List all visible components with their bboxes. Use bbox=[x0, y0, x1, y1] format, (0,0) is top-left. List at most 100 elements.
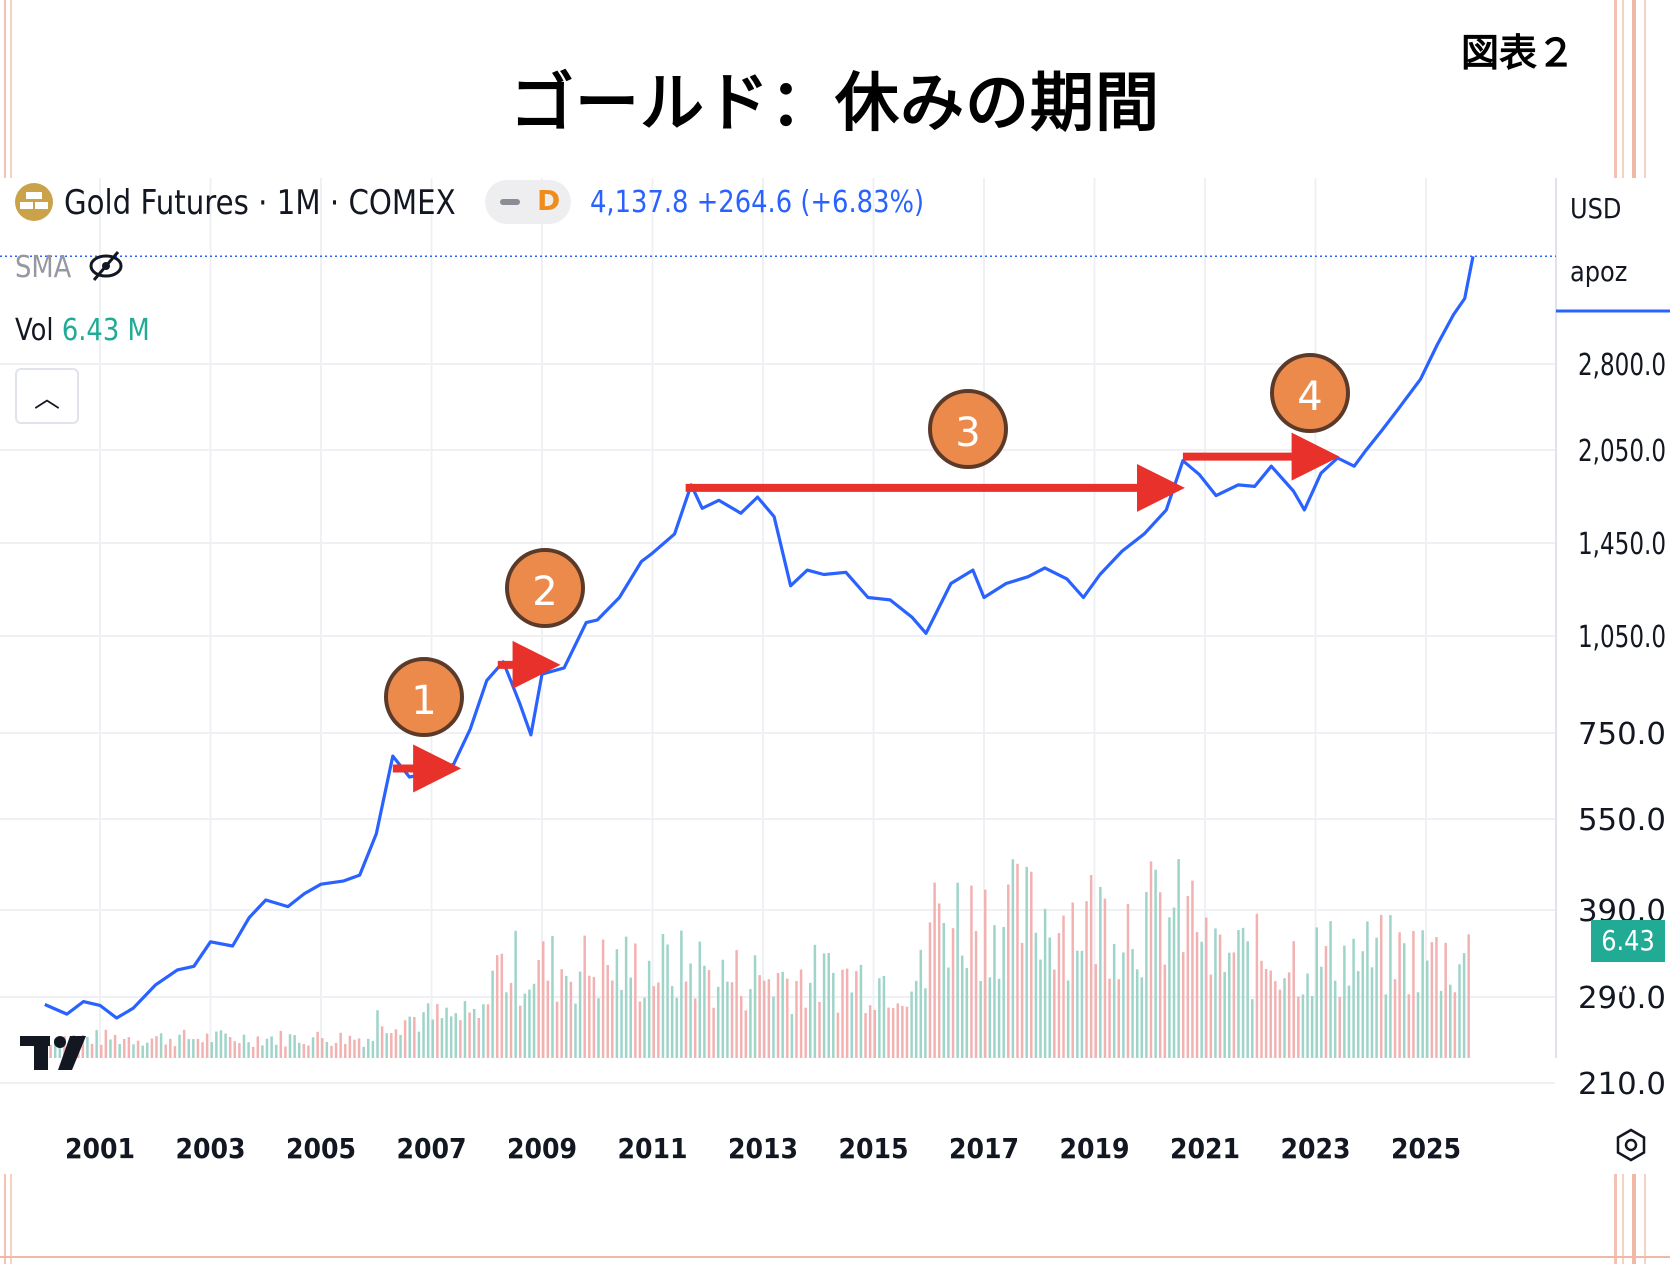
volume-bar bbox=[551, 936, 554, 1058]
volume-bar bbox=[293, 1035, 296, 1058]
volume-bar bbox=[307, 1045, 310, 1058]
market-status-pill[interactable] bbox=[485, 180, 571, 224]
volume-bar bbox=[611, 980, 614, 1058]
volume-bar bbox=[836, 1012, 840, 1058]
volume-bar bbox=[228, 1037, 232, 1058]
volume-bar bbox=[53, 1039, 57, 1058]
volume-bar bbox=[592, 976, 596, 1058]
volume-bar bbox=[845, 968, 849, 1058]
volume-bar bbox=[150, 1038, 154, 1058]
collapse-legend-button[interactable]: ︿ bbox=[15, 368, 79, 424]
volume-bar bbox=[1195, 932, 1199, 1058]
volume-bar bbox=[634, 943, 637, 1058]
volume-bar bbox=[1356, 971, 1360, 1058]
volume-bar bbox=[850, 992, 853, 1058]
volume-bar bbox=[1338, 997, 1342, 1058]
volume-bar bbox=[947, 967, 950, 1058]
volume-bar bbox=[974, 930, 978, 1058]
x-tick-label: 2003 bbox=[175, 1132, 245, 1165]
volume-bar bbox=[597, 998, 600, 1058]
volume-bar bbox=[449, 1016, 453, 1058]
volume-bar bbox=[776, 973, 780, 1058]
price-chart[interactable]: 210.0290.0390.0550.0750.01,050.01,450.02… bbox=[0, 178, 1670, 1174]
volume-bar bbox=[574, 1003, 577, 1058]
volume-bar bbox=[1444, 942, 1447, 1058]
volume-bar bbox=[1366, 921, 1369, 1058]
slide-title: ゴールド：休みの期間 bbox=[510, 67, 1160, 141]
volume-bar bbox=[763, 980, 766, 1058]
volume-bar bbox=[523, 993, 527, 1058]
volume-bar bbox=[238, 1043, 241, 1058]
volume-bar bbox=[1103, 898, 1107, 1058]
volume-indicator[interactable]: Vol 6.43 M bbox=[15, 313, 150, 348]
volume-bar bbox=[675, 997, 679, 1058]
volume-bar bbox=[703, 965, 706, 1058]
volume-bar bbox=[726, 981, 729, 1058]
volume-bar bbox=[680, 930, 683, 1058]
volume-bar bbox=[141, 1045, 144, 1058]
volume-bar bbox=[956, 882, 959, 1058]
volume-bar bbox=[804, 1007, 807, 1058]
volume-bar bbox=[334, 1042, 338, 1058]
volume-bar bbox=[482, 1004, 485, 1058]
volume-bar bbox=[1057, 933, 1061, 1058]
volume-bar bbox=[772, 996, 775, 1058]
slide-bottom-rule bbox=[0, 1256, 1670, 1258]
volume-bar bbox=[127, 1037, 131, 1058]
x-tick-label: 2023 bbox=[1280, 1132, 1350, 1165]
volume-bar bbox=[1384, 994, 1388, 1058]
volume-bar bbox=[1053, 969, 1056, 1058]
volume-bar bbox=[1297, 996, 1300, 1058]
volume-bar bbox=[362, 1046, 365, 1058]
interval-badge: D bbox=[537, 184, 561, 217]
volume-bar bbox=[1163, 964, 1167, 1058]
volume-bar bbox=[1168, 917, 1171, 1058]
volume-bar bbox=[339, 1032, 342, 1058]
tradingview-logo-icon bbox=[20, 1036, 86, 1070]
volume-bar bbox=[919, 949, 923, 1058]
volume-bar bbox=[1177, 859, 1180, 1058]
period-marker-2: 2 bbox=[505, 548, 585, 628]
volume-bar bbox=[822, 953, 826, 1058]
volume-bar bbox=[403, 1020, 407, 1058]
volume-bar bbox=[100, 1044, 103, 1058]
volume-bar bbox=[979, 980, 982, 1058]
volume-bar bbox=[1154, 869, 1157, 1058]
volume-bar bbox=[1343, 945, 1346, 1058]
volume-bar bbox=[1292, 941, 1295, 1058]
volume-bar bbox=[905, 1006, 909, 1058]
volume-bar bbox=[486, 1004, 490, 1058]
volume-bar bbox=[841, 969, 844, 1058]
y-tick-label: 290.0 bbox=[1578, 981, 1666, 1016]
volume-bar bbox=[90, 1043, 94, 1058]
volume-bar bbox=[809, 982, 812, 1058]
volume-bar bbox=[1301, 994, 1305, 1058]
sma-indicator-label[interactable]: SMA bbox=[15, 250, 72, 285]
volume-bar bbox=[321, 1038, 324, 1058]
volume-bar bbox=[795, 980, 798, 1058]
volume-bar bbox=[1007, 884, 1010, 1058]
symbol-title[interactable]: Gold Futures · 1M · COMEX bbox=[64, 183, 456, 223]
volume-bar bbox=[661, 933, 665, 1058]
unit-label[interactable]: apoz bbox=[1570, 255, 1628, 288]
volume-bar bbox=[910, 991, 913, 1058]
volume-bar bbox=[730, 982, 734, 1058]
volume-bar bbox=[1241, 927, 1245, 1058]
volume-bar bbox=[182, 1029, 186, 1058]
volume-bar bbox=[638, 1001, 642, 1058]
volume-bar bbox=[887, 1007, 890, 1058]
volume-bar bbox=[247, 1042, 250, 1058]
settings-gear-icon[interactable] bbox=[1614, 1128, 1648, 1162]
volume-bar bbox=[1048, 937, 1051, 1058]
volume-bar bbox=[500, 953, 504, 1058]
volume-bar bbox=[201, 1042, 204, 1058]
chart-panel[interactable]: 210.0 290.0 390.0 550.0 750.0 1,050.0 1,450.0 2… bbox=[0, 178, 1670, 1174]
price-readout: 4,137.8 +264.6 (+6.83%) bbox=[590, 185, 924, 220]
volume-bar bbox=[1214, 928, 1217, 1058]
volume-bar bbox=[279, 1030, 283, 1058]
eye-slash-icon[interactable] bbox=[86, 246, 126, 286]
volume-bar bbox=[1076, 950, 1079, 1058]
currency-label[interactable]: USD bbox=[1570, 192, 1622, 225]
y-tick-label: 550.0 bbox=[1578, 803, 1666, 838]
volume-bar bbox=[578, 971, 582, 1058]
